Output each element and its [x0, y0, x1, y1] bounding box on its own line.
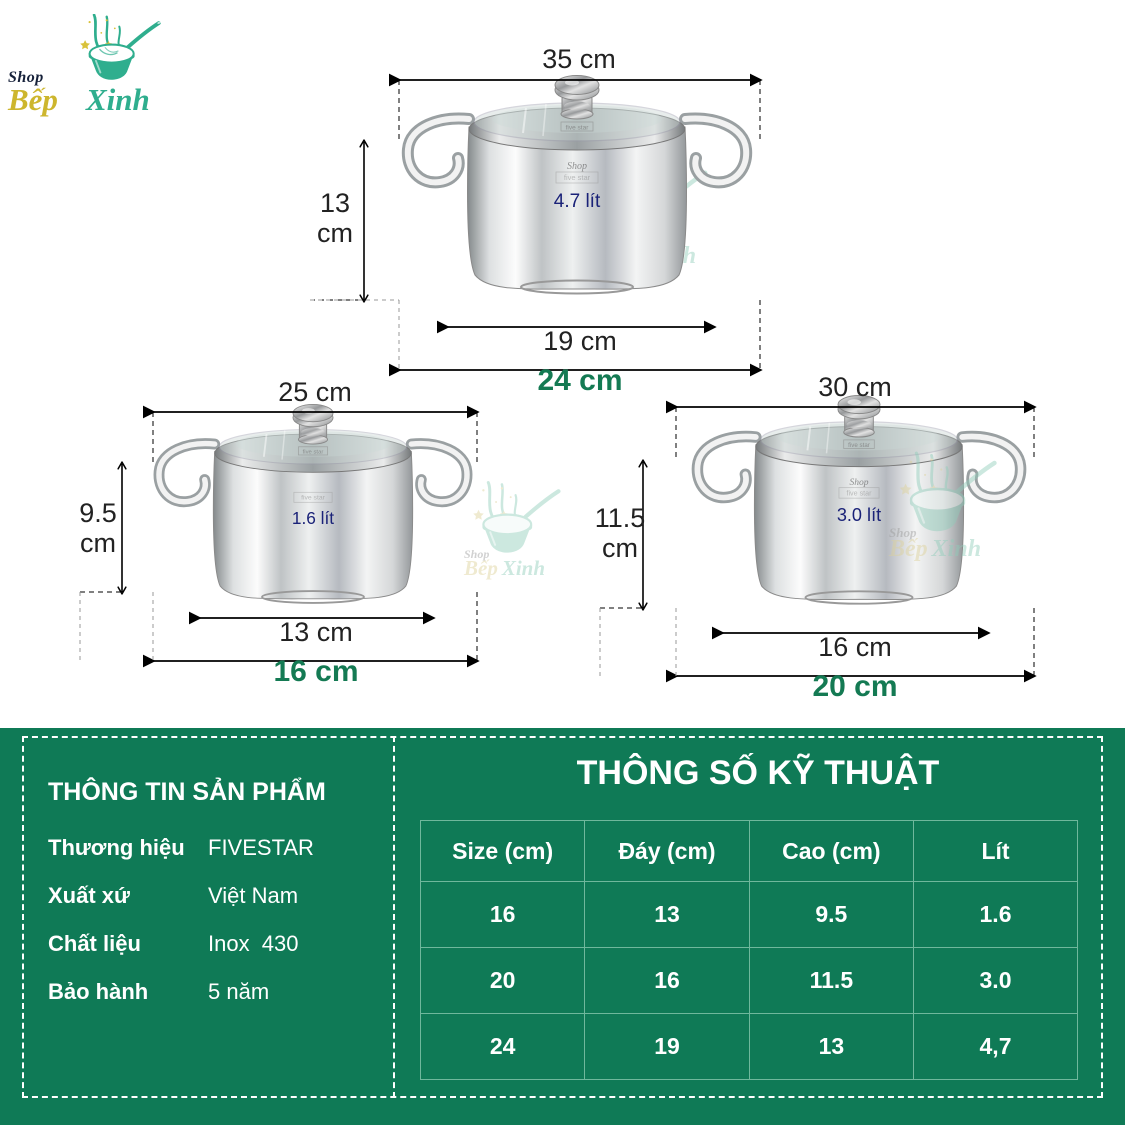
svg-text:11.5: 11.5	[595, 503, 646, 533]
svg-text:30 cm: 30 cm	[818, 372, 892, 402]
svg-text:cm: cm	[602, 533, 638, 563]
svg-text:16 cm: 16 cm	[818, 632, 892, 662]
svg-text:20 cm: 20 cm	[812, 670, 897, 703]
